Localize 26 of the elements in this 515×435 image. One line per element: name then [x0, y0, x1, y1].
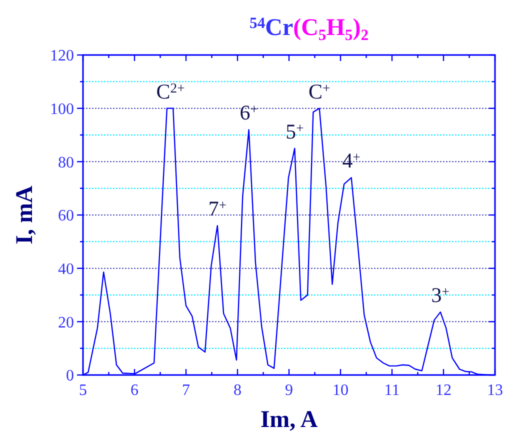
- x-tick-label: 5: [79, 382, 87, 399]
- y-tick-label: 40: [58, 260, 74, 278]
- x-tick-label: 11: [384, 382, 400, 399]
- chart-title: $^{54}$Cr(C$_{5}$H$_{5}$)$_{2}$: [250, 14, 369, 44]
- x-tick-label: 13: [487, 382, 503, 399]
- annotation: 7$^{+}$: [208, 196, 227, 221]
- y-tick-label: 20: [58, 314, 74, 332]
- y-axis-title: I, mA: [12, 185, 38, 244]
- annotation: 5$^{+}$: [286, 119, 304, 144]
- y-tick-label: 80: [58, 154, 74, 172]
- x-tick-label: 12: [436, 382, 452, 399]
- x-axis-title: Im, A: [260, 407, 318, 433]
- x-tick-label: 6: [130, 382, 138, 399]
- x-tick-label: 9: [285, 382, 293, 399]
- annotation: 3$^{+}$: [431, 283, 450, 308]
- y-tick-label: 0: [66, 368, 74, 385]
- x-tick-label: 10: [332, 382, 348, 399]
- annotation: 4$^{+}$: [342, 148, 361, 173]
- y-tick-label: 120: [50, 48, 74, 65]
- x-tick-label: 8: [234, 382, 242, 399]
- annotation: C$^{2+}$: [156, 79, 186, 104]
- y-tick-label: 100: [50, 100, 74, 118]
- annotation: C$^{+}$: [308, 79, 331, 104]
- x-tick-label: 7: [182, 382, 190, 399]
- y-tick-label: 60: [58, 208, 74, 225]
- annotation: 6$^{+}$: [240, 100, 258, 125]
